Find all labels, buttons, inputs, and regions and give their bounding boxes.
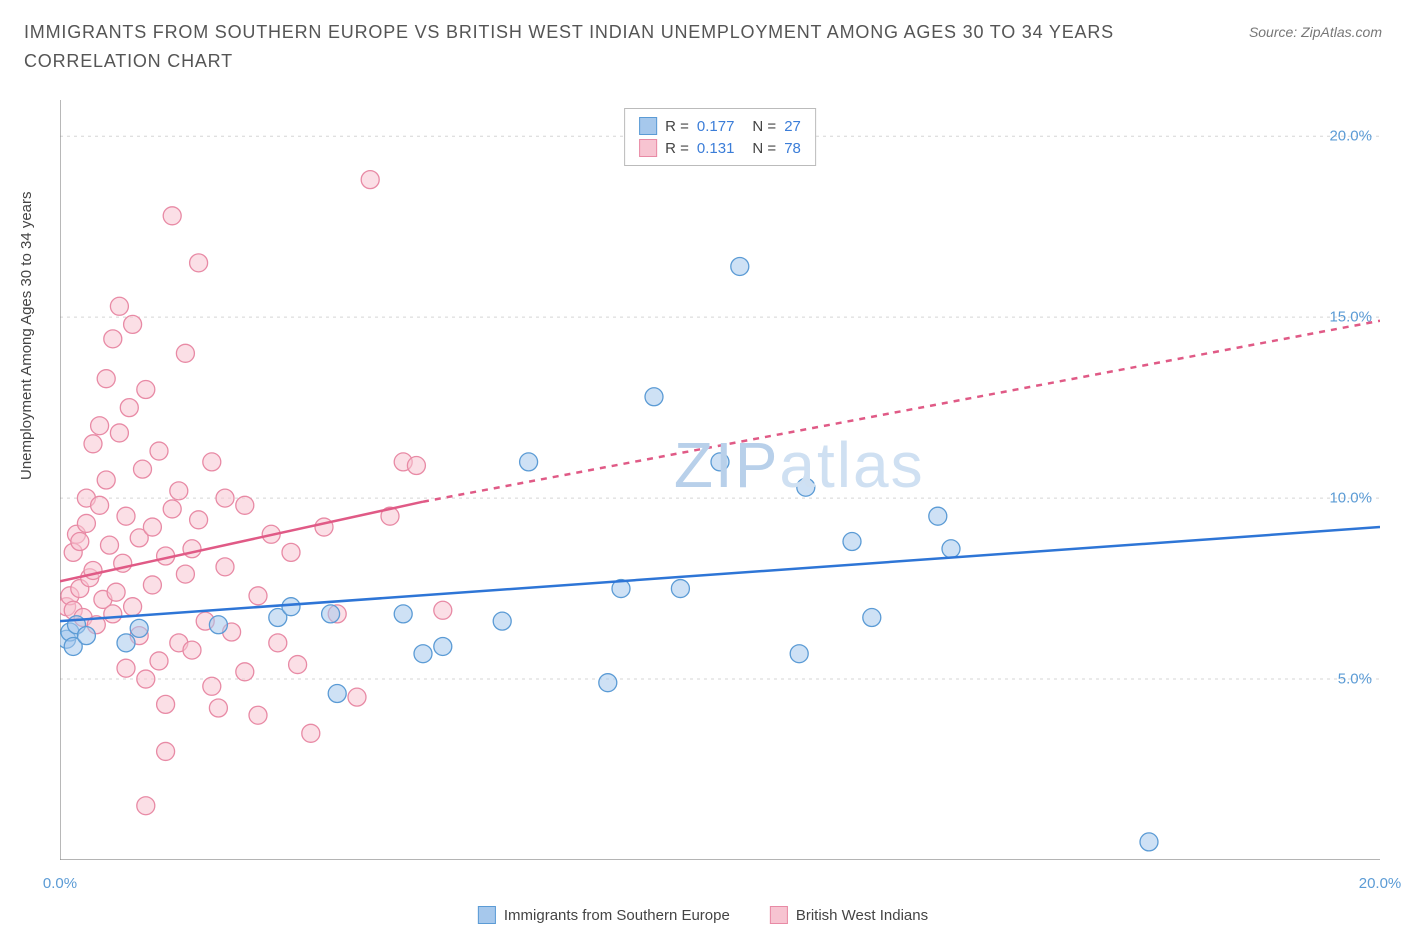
x-tick-label: 20.0% <box>1359 875 1402 892</box>
chart-title: IMMIGRANTS FROM SOUTHERN EUROPE VS BRITI… <box>24 18 1164 76</box>
source-label: Source: ZipAtlas.com <box>1249 24 1382 40</box>
y-axis-label: Unemployment Among Ages 30 to 34 years <box>18 191 35 480</box>
stats-row-1: R = 0.177 N = 27 <box>639 115 801 137</box>
legend-item-1: Immigrants from Southern Europe <box>478 906 730 924</box>
swatch-series1 <box>639 117 657 135</box>
y-tick-label: 10.0% <box>1329 490 1372 507</box>
stats-legend: R = 0.177 N = 27 R = 0.131 N = 78 <box>624 108 816 166</box>
stats-row-2: R = 0.131 N = 78 <box>639 137 801 159</box>
swatch-icon <box>478 906 496 924</box>
y-tick-label: 20.0% <box>1329 128 1372 145</box>
swatch-series2 <box>639 139 657 157</box>
chart-area: ZIPatlas R = 0.177 N = 27 R = 0.131 N = … <box>60 100 1380 860</box>
chart-header: IMMIGRANTS FROM SOUTHERN EUROPE VS BRITI… <box>0 0 1406 84</box>
bottom-legend: Immigrants from Southern Europe British … <box>478 906 928 924</box>
scatter-plot <box>60 100 1380 860</box>
y-tick-label: 15.0% <box>1329 309 1372 326</box>
x-tick-label: 0.0% <box>43 875 77 892</box>
y-tick-label: 5.0% <box>1338 671 1372 688</box>
legend-item-2: British West Indians <box>770 906 928 924</box>
swatch-icon <box>770 906 788 924</box>
